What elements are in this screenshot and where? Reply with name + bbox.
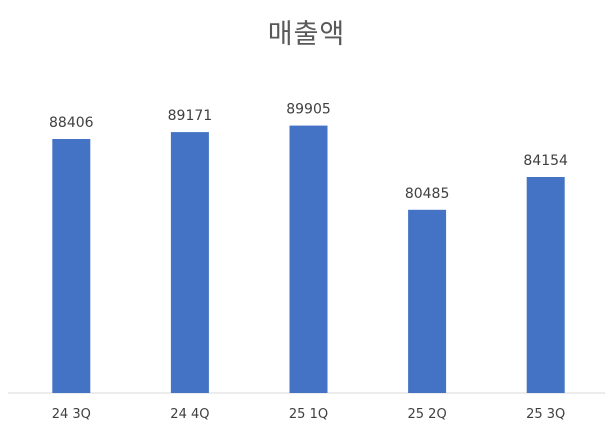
- x-tick-label-2: 25 1Q: [289, 407, 328, 422]
- data-label-4: 84154: [523, 153, 568, 169]
- chart-title: 매출액: [267, 19, 346, 50]
- bar-2: [289, 125, 328, 393]
- bar-series: [52, 125, 565, 393]
- x-tick-label-3: 25 2Q: [408, 407, 447, 422]
- data-label-1: 89171: [168, 108, 213, 124]
- bar-3: [408, 209, 447, 393]
- x-tick-labels: 24 3Q 24 4Q 25 1Q 25 2Q 25 3Q: [52, 407, 566, 422]
- bar-1: [170, 132, 209, 393]
- bar-0: [52, 139, 91, 393]
- data-label-0: 88406: [49, 115, 94, 131]
- x-tick-label-4: 25 3Q: [526, 407, 565, 422]
- data-labels: 88406 89171 89905 80485 84154: [49, 102, 568, 202]
- data-label-3: 80485: [405, 186, 450, 202]
- bar-4: [526, 177, 565, 393]
- x-tick-label-1: 24 4Q: [170, 407, 209, 422]
- x-tick-label-0: 24 3Q: [52, 407, 91, 422]
- data-label-2: 89905: [286, 102, 331, 118]
